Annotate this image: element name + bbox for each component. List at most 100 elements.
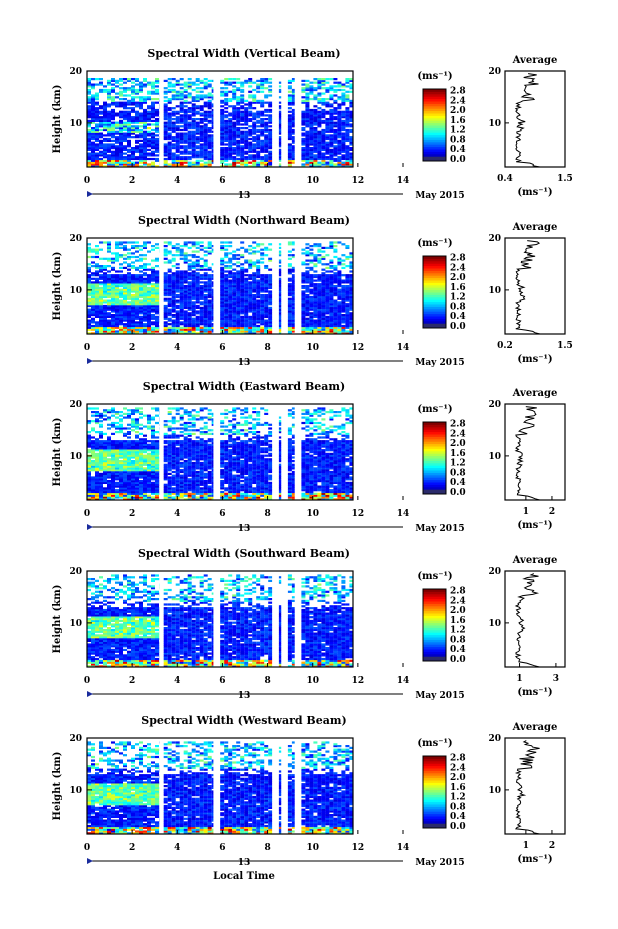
heatmap-cell	[107, 150, 111, 153]
heatmap-cell	[179, 134, 184, 137]
heatmap-cell	[107, 481, 111, 484]
heatmap-cell	[232, 137, 237, 141]
heatmap-cell	[317, 243, 322, 246]
heatmap-cell	[107, 265, 111, 268]
heatmap-cell	[287, 136, 292, 139]
heatmap-cell	[349, 283, 354, 286]
heatmap-cell	[240, 330, 245, 333]
heatmap-cell	[220, 319, 225, 322]
heatmap-cell	[143, 292, 147, 295]
heatmap-cell	[91, 101, 95, 104]
heatmap-cell	[333, 107, 338, 110]
heatmap-cell	[301, 88, 306, 92]
heatmap-cell	[349, 290, 354, 293]
heatmap-cell	[131, 246, 135, 249]
heatmap-cell	[91, 165, 95, 168]
heatmap-cell	[99, 489, 103, 492]
heatmap-cell	[87, 319, 91, 322]
heatmap-cell	[220, 328, 225, 331]
heatmap-cell	[151, 98, 155, 101]
heatmap-cell	[111, 266, 115, 269]
heatmap-cell	[349, 297, 354, 300]
heatmap-cell	[211, 248, 214, 251]
heatmap-cell	[305, 101, 310, 104]
heatmap-cell	[207, 101, 212, 104]
heatmap-cell	[199, 274, 204, 277]
heatmap-cell	[135, 332, 139, 335]
heatmap-cell	[228, 332, 233, 335]
heatmap-cell	[163, 314, 168, 317]
heatmap-cell	[256, 314, 261, 317]
heatmap-cell	[95, 83, 99, 86]
heatmap-cell	[236, 297, 241, 300]
colorbar-tick-label: 2.8	[450, 254, 466, 264]
heatmap-cell	[87, 281, 91, 284]
heatmap-cell	[252, 88, 257, 92]
heatmap-cell	[260, 274, 265, 277]
heatmap-cell	[135, 150, 139, 153]
heatmap-cell	[325, 103, 330, 106]
heatmap-cell	[139, 259, 143, 262]
heatmap-cell	[305, 286, 310, 289]
heatmap-cell	[264, 285, 269, 288]
heatmap-cell	[123, 241, 127, 244]
heatmap-cell	[151, 136, 155, 139]
heatmap-cell	[337, 310, 342, 313]
heatmap-cell	[337, 143, 342, 146]
heatmap-cell	[87, 152, 91, 155]
heatmap-cell	[143, 83, 147, 86]
heatmap-cell	[252, 295, 257, 299]
heatmap-cell	[135, 134, 139, 137]
heatmap-cell	[91, 108, 95, 112]
heatmap-cell	[305, 141, 310, 144]
heatmap-cell	[171, 265, 176, 268]
heatmap-cell	[349, 324, 354, 328]
heatmap-cell	[87, 108, 91, 112]
heatmap-cell	[256, 130, 261, 133]
heatmap-cell	[151, 165, 155, 168]
heatmap-cell	[171, 306, 176, 309]
heatmap-cell	[195, 156, 200, 159]
heatmap-cell	[349, 128, 354, 132]
colorbar-step	[423, 287, 446, 291]
heatmap-cell	[95, 441, 99, 445]
heatmap-cell	[211, 288, 214, 291]
heatmap-cell	[151, 110, 155, 113]
heatmap-cell	[244, 110, 249, 113]
heatmap-cell	[260, 123, 265, 126]
heatmap-cell	[115, 312, 119, 315]
heatmap-cell	[123, 128, 127, 132]
heatmap-cell	[333, 266, 338, 269]
heatmap-cell	[256, 85, 261, 88]
heatmap-cell	[248, 330, 253, 333]
heatmap-cell	[244, 79, 249, 82]
heatmap-cell	[240, 105, 245, 108]
heatmap-cell	[260, 134, 265, 137]
heatmap-cell	[123, 304, 127, 308]
heatmap-cell	[203, 315, 208, 318]
heatmap-cell	[139, 299, 143, 302]
heatmap-cell	[147, 310, 151, 313]
heatmap-cell	[224, 107, 229, 110]
heatmap-cell	[321, 143, 326, 146]
heatmap-cell	[228, 78, 233, 81]
heatmap-cell	[91, 85, 95, 88]
heatmap-cell	[143, 299, 147, 302]
heatmap-cell	[228, 123, 233, 126]
heatmap-cell	[317, 297, 322, 300]
heatmap-cell	[337, 261, 342, 264]
heatmap-cell	[115, 241, 119, 244]
heatmap-cell	[103, 463, 107, 466]
heatmap-cell	[91, 487, 95, 490]
heatmap-cell	[131, 283, 135, 286]
heatmap-cell	[252, 281, 257, 284]
heatmap-cell	[224, 261, 229, 264]
heatmap-cell	[107, 498, 111, 501]
heatmap-cell	[260, 147, 265, 150]
heatmap-cell	[99, 303, 103, 306]
heatmap-cell	[329, 285, 334, 288]
heatmap-cell	[175, 119, 180, 122]
heatmap-cell	[135, 321, 139, 324]
heatmap-cell	[175, 157, 180, 161]
heatmap-cell	[252, 128, 257, 132]
